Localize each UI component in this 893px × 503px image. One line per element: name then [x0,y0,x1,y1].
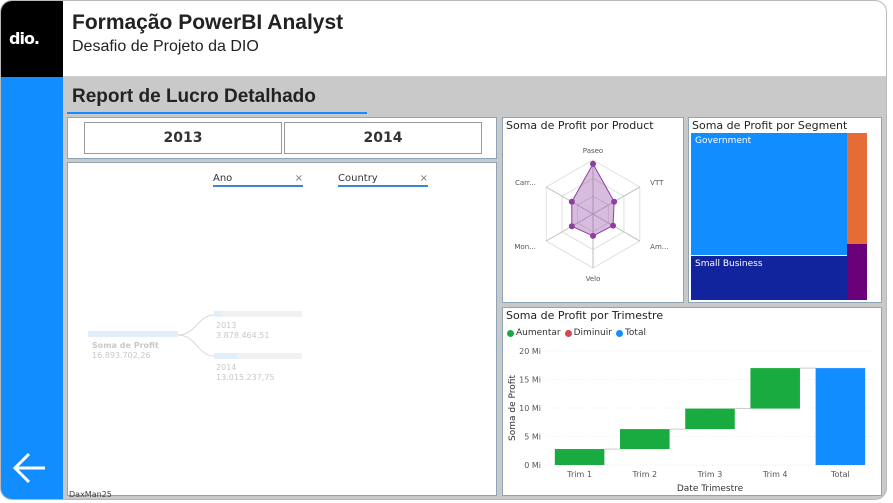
waterfall-chart-panel: Soma de Profit por Trimestre Aumentar Di… [502,307,882,496]
waterfall-chart-title: Soma de Profit por Trimestre [506,309,664,322]
y-tick-label: 15 Mi [519,376,541,385]
radar-point[interactable] [568,223,575,230]
treemap-title: Soma de Profit por Segment [692,119,848,132]
treemap-label-government: Government [695,136,752,146]
arrow-left-icon [12,452,45,484]
decomposition-tree: Ano × Country × Soma de Profit 16.893.70… [67,162,497,496]
node-2014-label: 2014 [216,363,237,372]
y-axis-title: Soma de Profit [508,375,518,441]
radar-axis-label: Mon... [514,243,535,251]
legend-item-diminuir[interactable]: Diminuir [564,328,612,338]
y-tick-label: 5 Mi [524,433,541,442]
x-tick-label: Trim 4 [762,470,788,479]
waterfall-bar-trim-2[interactable] [620,429,670,450]
x-tick-label: Trim 2 [631,470,657,479]
radar-point[interactable] [590,232,596,239]
radar-chart-title: Soma de Profit por Product [506,119,654,132]
filter-country-label: Country [338,173,378,184]
filter-ano-clear-icon[interactable]: × [294,173,303,184]
treemap-cell-segment-4[interactable] [847,244,867,300]
node-2013-track [214,311,302,317]
node-2013-bar[interactable] [214,311,222,317]
x-tick-label: Total [830,470,850,479]
treemap-panel: Soma de Profit por Segment Government Sm… [688,117,882,303]
legend-label-aumentar: Aumentar [516,328,561,338]
node-2013-value: 3.878.464,51 [216,331,270,340]
waterfall-legend: Aumentar Diminuir Total [507,328,646,338]
report-title-underline [67,112,367,114]
root-node-value: 16.893.702,26 [92,351,151,360]
radar-series-area [571,162,615,237]
x-tick-label: Trim 3 [697,470,723,479]
treemap-label-small-business: Small Business [695,259,763,269]
sidebar [1,77,63,499]
radar-point[interactable] [568,198,575,205]
year-button-2014[interactable]: 2014 [284,122,482,154]
waterfall-chart: 0 Mi 5 Mi 10 Mi 15 Mi 20 Mi Soma de Profit Tri… [508,347,873,494]
node-2014-value: 13.015.237,75 [216,373,275,382]
legend-label-total: Total [624,328,646,338]
year-button-2013[interactable]: 2013 [84,122,282,154]
root-node-bar[interactable] [88,331,178,337]
legend-item-aumentar[interactable]: Aumentar [507,328,561,338]
page-title: Formação PowerBI Analyst [72,11,344,34]
y-tick-label: 20 Mi [519,347,541,356]
filter-country[interactable]: Country × [338,173,428,187]
treemap-cell-government[interactable]: Government [691,133,847,255]
filter-ano-label: Ano [213,173,233,184]
y-tick-label: 0 Mi [524,461,541,470]
legend-item-total[interactable]: Total [615,328,646,338]
y-tick-label: 10 Mi [519,404,541,413]
legend-label-diminuir: Diminuir [573,328,612,338]
page-subtitle: Desafio de Projeto da DIO [72,38,259,55]
radar-point[interactable] [611,198,618,205]
report-title: Report de Lucro Detalhado [72,86,316,107]
legend-dot-diminuir [564,329,572,337]
node-2014-track [214,353,302,359]
x-tick-label: Trim 1 [566,470,592,479]
dio-logo-text: dio. [9,29,40,48]
node-2013-label: 2013 [216,321,237,330]
node-2014-bar[interactable] [214,353,238,359]
radar-point[interactable] [590,160,596,167]
filter-country-clear-icon[interactable]: × [419,173,428,184]
waterfall-bar-trim-1[interactable] [554,449,605,465]
treemap-cell-small-business[interactable]: Small Business [691,256,847,300]
radar-axis-label: Paseo [583,147,603,155]
filter-ano[interactable]: Ano × [213,173,303,187]
decomposition-connectors [177,314,215,357]
back-arrow-button[interactable] [11,449,49,487]
root-node-label: Soma de Profit [92,341,159,350]
report-header: dio. Formação PowerBI Analyst Desafio de… [1,1,886,77]
radar-chart: Paseo VTT Am... Velo Mon... Carr... [514,147,668,283]
legend-dot-aumentar [507,329,514,337]
radar-axis-label: Carr... [515,179,536,187]
year-slicer: 2013 2014 [67,117,497,159]
radar-point[interactable] [610,222,617,229]
radar-axis-label: Am... [650,243,668,251]
x-axis-title: Date Trimestre [677,484,744,494]
waterfall-bar-total[interactable] [815,368,866,465]
waterfall-bar-trim-4[interactable] [750,368,800,409]
radar-chart-panel: Soma de Profit por Product Paseo VTT Am...… [502,117,684,303]
page-footer-label: DaxMan25 [69,490,112,499]
radar-axis-label: Velo [586,275,601,283]
legend-dot-total [615,329,623,337]
treemap-cell-segment-3[interactable] [847,133,867,244]
radar-spoke [592,213,641,242]
radar-axis-label: VTT [650,179,664,187]
waterfall-bar-trim-3[interactable] [685,408,735,430]
dio-logo: dio. [1,1,63,77]
